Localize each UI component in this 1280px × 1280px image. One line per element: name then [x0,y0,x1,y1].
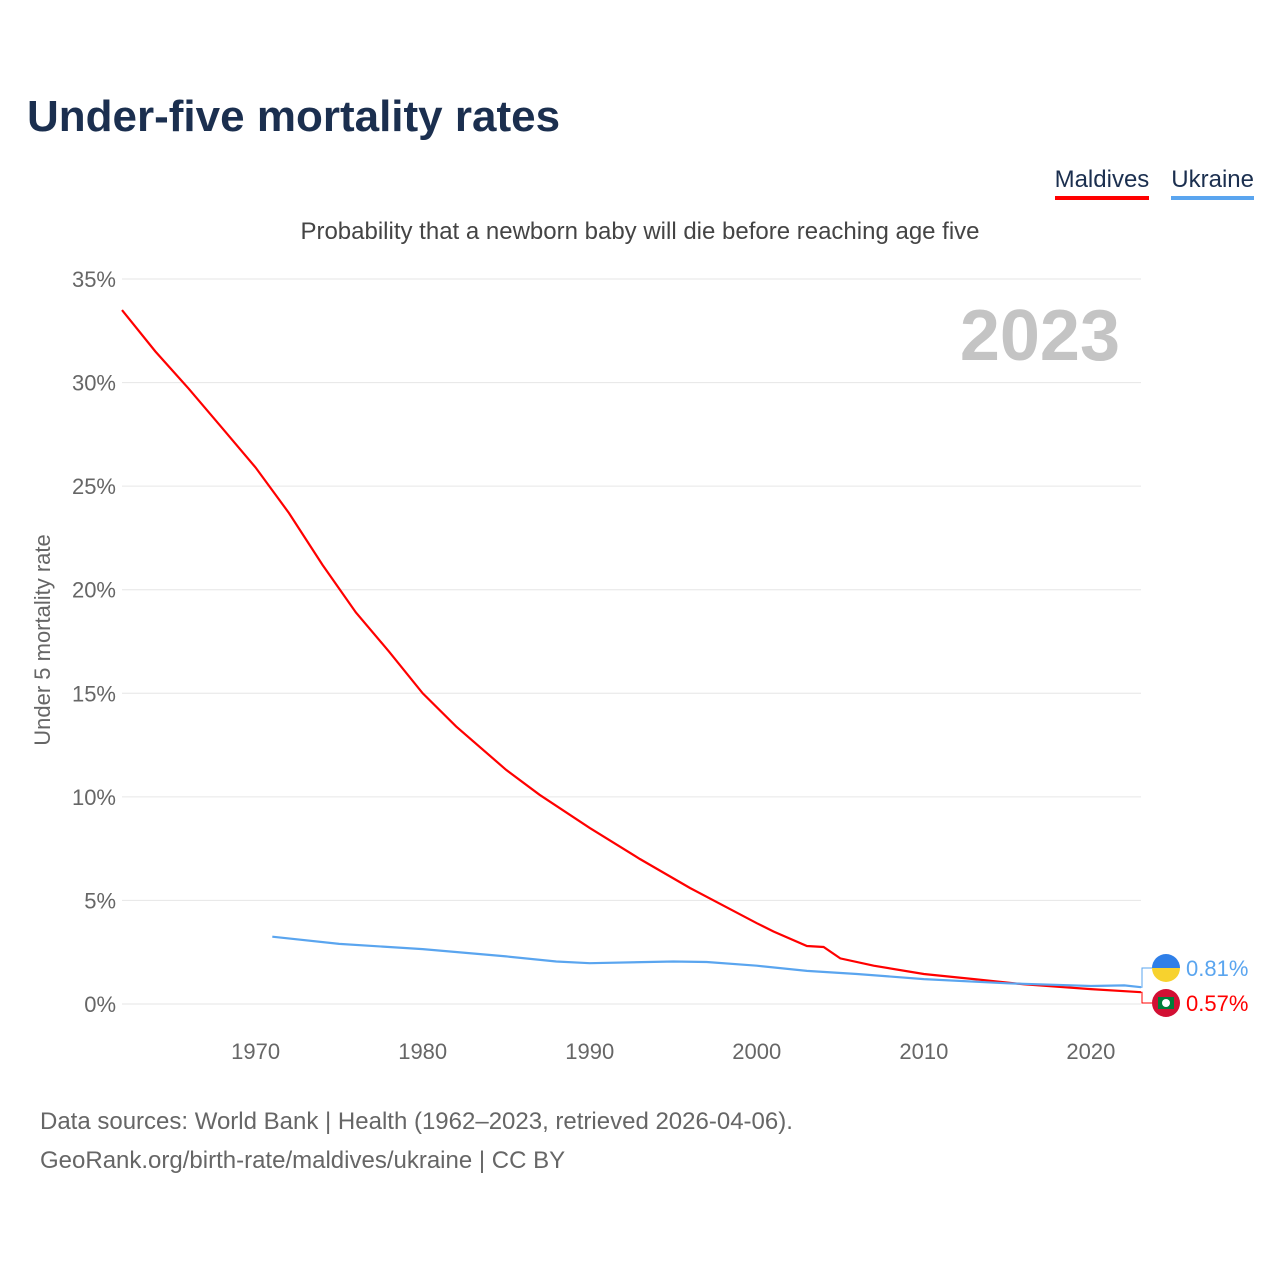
end-value-label-ukraine: 0.81% [1186,956,1248,981]
y-tick-label: 25% [72,474,116,499]
x-tick-label: 1990 [565,1039,614,1064]
year-watermark: 2023 [960,296,1120,376]
series-line-maldives [121,309,1142,994]
legend-ukraine[interactable]: Ukraine [1171,166,1254,200]
source-line-1: Data sources: World Bank | Health (1962–… [40,1108,793,1135]
y-tick-label: 20% [72,578,116,603]
legend: Maldives Ukraine [1054,166,1254,200]
chart-subtitle: Probability that a newborn baby will die… [300,218,980,245]
end-connector [1141,967,1152,988]
plot-area: 2023 Under 5 mortality rate 0% 5% 10% 15% 20… [30,267,1248,1064]
x-tick-label: 2010 [899,1039,948,1064]
ukraine-flag-icon [1152,954,1180,968]
y-tick-label: 35% [72,267,116,292]
end-connector [1141,991,1152,1004]
ukraine-flag-icon [1152,968,1180,982]
y-tick-label: 10% [72,785,116,810]
y-tick-label: 30% [72,371,116,396]
x-tick-label: 2000 [732,1039,781,1064]
y-tick-label: 0% [84,992,116,1017]
y-axis-label: Under 5 mortality rate [30,534,55,746]
x-tick-label: 2020 [1066,1039,1115,1064]
x-tick-label: 1970 [231,1039,280,1064]
y-tick-label: 5% [84,888,116,913]
x-tick-label: 1980 [398,1039,447,1064]
end-value-label-maldives: 0.57% [1186,991,1248,1016]
y-tick-label: 15% [72,681,116,706]
series-line-ukraine [272,935,1142,989]
source-line-2: GeoRank.org/birth-rate/maldives/ukraine … [40,1147,566,1174]
maldives-flag-icon [1162,999,1170,1007]
legend-maldives[interactable]: Maldives [1054,166,1150,200]
chart-title: Under-five mortality rates [27,92,561,141]
